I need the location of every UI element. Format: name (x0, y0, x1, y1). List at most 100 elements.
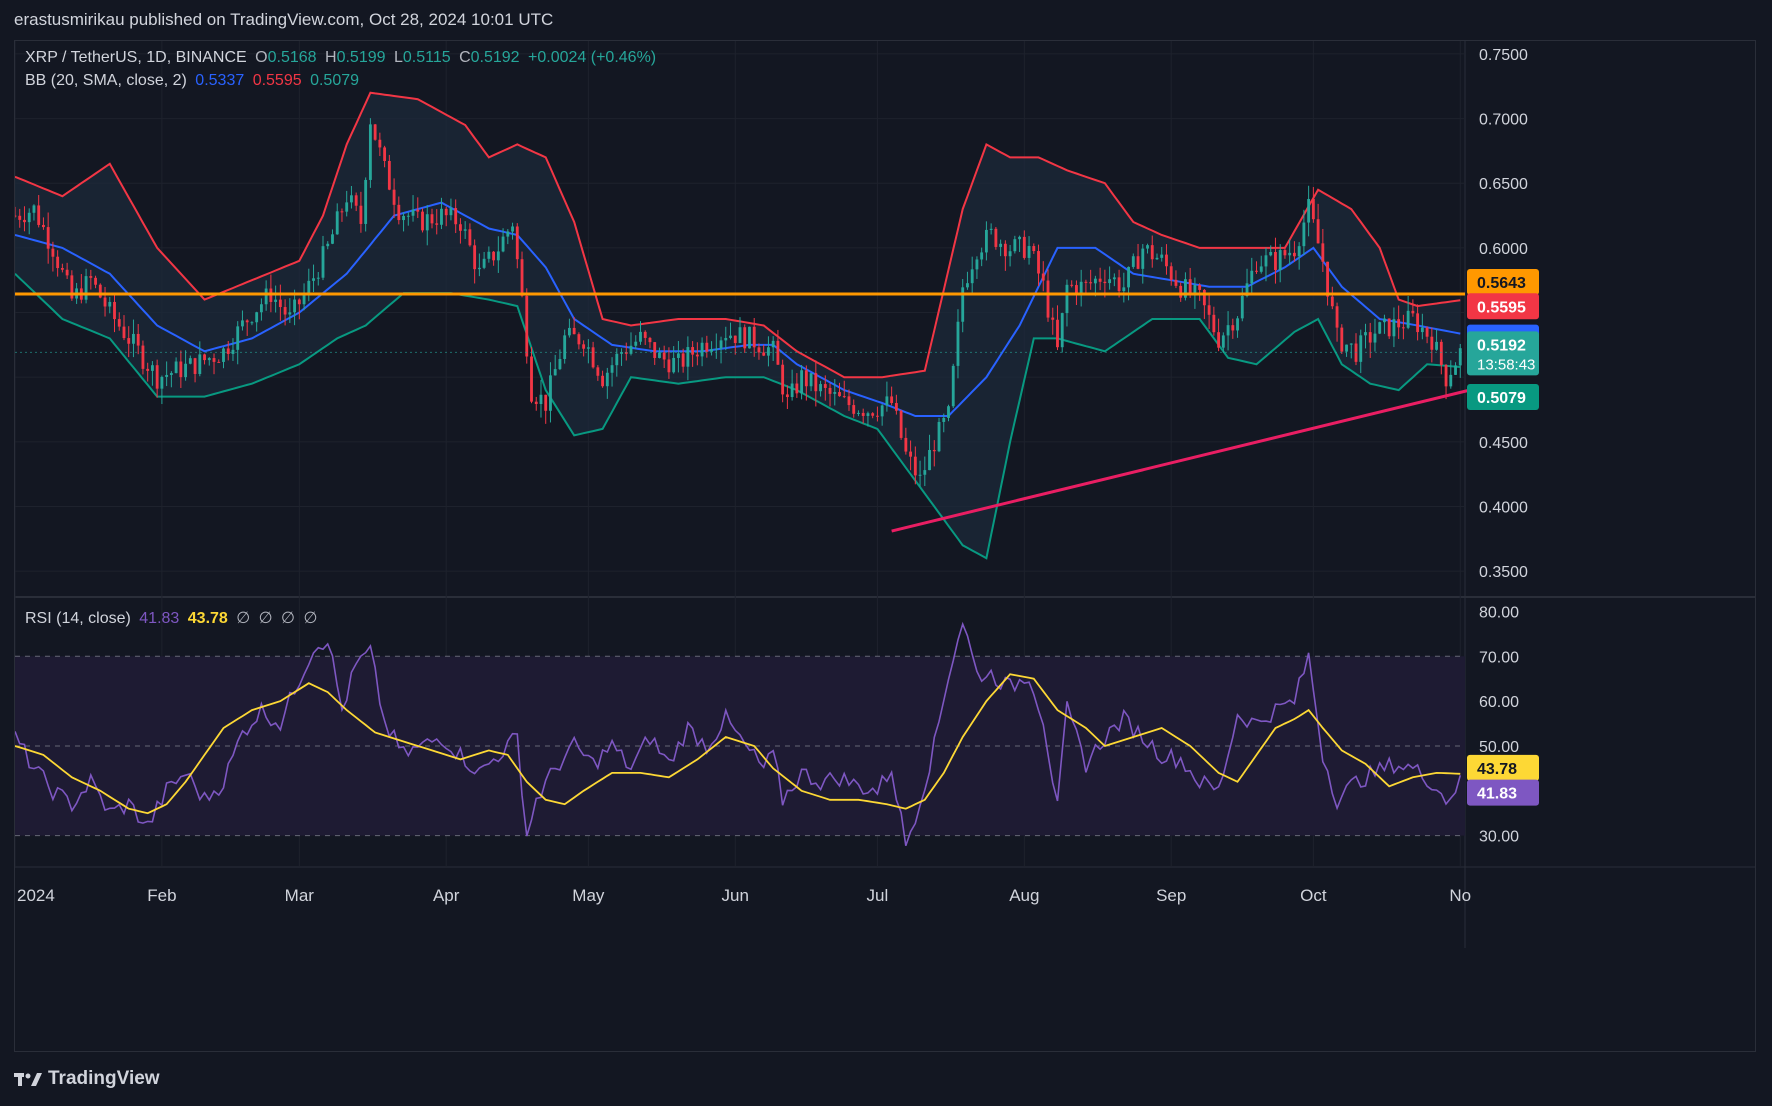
candle-body (203, 354, 206, 361)
candle-body (226, 348, 230, 354)
open-label: O (255, 49, 268, 66)
candle-body (378, 139, 382, 148)
candle-body (487, 251, 491, 259)
badge-rsi-ma (1467, 754, 1539, 781)
candle-body (615, 353, 619, 366)
candle-body (729, 335, 732, 338)
candle-body (1359, 335, 1363, 362)
candle-body (1041, 273, 1045, 281)
close-value: 0.5192 (470, 49, 520, 66)
candle-body (56, 256, 60, 269)
candle-body (847, 396, 851, 406)
candle-body (582, 344, 586, 349)
rsi-tick-label: 60.00 (1479, 694, 1519, 711)
candle-body (724, 337, 728, 341)
candle-body (842, 396, 846, 398)
candle-body (738, 327, 742, 344)
candle-body (501, 236, 505, 252)
candle-body (1383, 318, 1386, 323)
high-value: 0.5199 (336, 49, 386, 66)
candle-body (932, 449, 936, 452)
rsi-label[interactable]: RSI (14, close) (25, 610, 131, 627)
candle-body (1392, 319, 1396, 337)
symbol-label[interactable]: XRP / TetherUS, 1D, BINANCE (25, 49, 247, 66)
candle-body (459, 224, 462, 231)
candle-body (364, 179, 368, 224)
candle-body (113, 301, 116, 320)
chart-frame[interactable]: 0.7500 0.7000 0.6500 0.6000 0.4500 0.4000 0.35… (14, 40, 1756, 1052)
candle-body (691, 347, 695, 355)
candle-body (966, 283, 969, 288)
candle-body (397, 204, 401, 221)
candle-body (1155, 257, 1159, 260)
candle-body (60, 268, 64, 270)
candle-body (160, 376, 164, 389)
candle-body (1297, 246, 1301, 257)
time-tick-label: Apr (433, 886, 460, 905)
candle-body (1411, 310, 1415, 314)
candle-body (117, 319, 121, 327)
candle-body (899, 410, 903, 438)
publish-header: erastusmirikau published on TradingView.… (14, 10, 554, 29)
candle-body (283, 307, 287, 315)
candle-body (620, 352, 623, 354)
candle-body (293, 299, 296, 313)
rsi-value: 41.83 (139, 610, 180, 627)
candle-body (686, 347, 690, 367)
candle-body (653, 342, 657, 358)
candle-body (241, 320, 244, 327)
candle-body (108, 301, 112, 307)
candle-body (193, 358, 197, 374)
candle-body (340, 211, 344, 213)
candle-body (857, 412, 860, 414)
candle-body (184, 363, 188, 378)
candle-body (496, 251, 500, 261)
candle-body (1098, 278, 1102, 282)
candle-body (89, 276, 93, 278)
candle-body (435, 223, 439, 225)
badge-level (1467, 269, 1539, 296)
candle-body (928, 449, 931, 471)
candle-body (1169, 266, 1173, 280)
candle-body (643, 331, 647, 338)
candle-body (373, 124, 377, 140)
candle-body (563, 335, 567, 359)
candle-body (1349, 343, 1353, 345)
candle-body (553, 369, 557, 376)
candle-body (800, 370, 804, 394)
candle-body (1037, 251, 1040, 274)
time-tick-label: Feb (147, 886, 176, 905)
candle-body (444, 208, 448, 216)
candle-body (1141, 248, 1145, 269)
candle-body (255, 312, 259, 323)
candle-body (984, 229, 988, 253)
candle-body (790, 383, 794, 398)
candle-body (383, 147, 387, 161)
candle-body (354, 195, 358, 206)
candle-body (904, 437, 908, 452)
candle-body (94, 277, 97, 285)
bb-lower-value: 0.5079 (310, 72, 360, 89)
candle-body (335, 211, 339, 235)
candle-body (539, 394, 543, 405)
candle-body (918, 474, 922, 476)
chart-canvas[interactable]: 0.7500 0.7000 0.6500 0.6000 0.4500 0.4000 0.35… (15, 41, 1755, 1051)
badge-rsi-value: 41.83 (1477, 786, 1517, 803)
candle-body (1420, 327, 1424, 333)
main-legend: XRP / TetherUS, 1D, BINANCE O0.5168 H0.5… (25, 49, 660, 67)
candle-body (1184, 279, 1187, 298)
candle-body (681, 353, 685, 367)
candle-body (1174, 279, 1178, 286)
bb-label[interactable]: BB (20, SMA, close, 2) (25, 72, 187, 89)
candle-body (942, 417, 946, 422)
candle-body (1345, 344, 1348, 352)
candle-body (1136, 256, 1140, 269)
candle-body (1425, 327, 1429, 337)
candle-body (1093, 278, 1097, 284)
rsi-na-1: ∅ (236, 610, 251, 627)
candle-body (46, 227, 50, 249)
tradingview-logo[interactable]: TradingView (14, 1068, 160, 1090)
candle-body (1188, 279, 1192, 294)
candle-body (1075, 285, 1078, 296)
candle-body (909, 451, 913, 457)
